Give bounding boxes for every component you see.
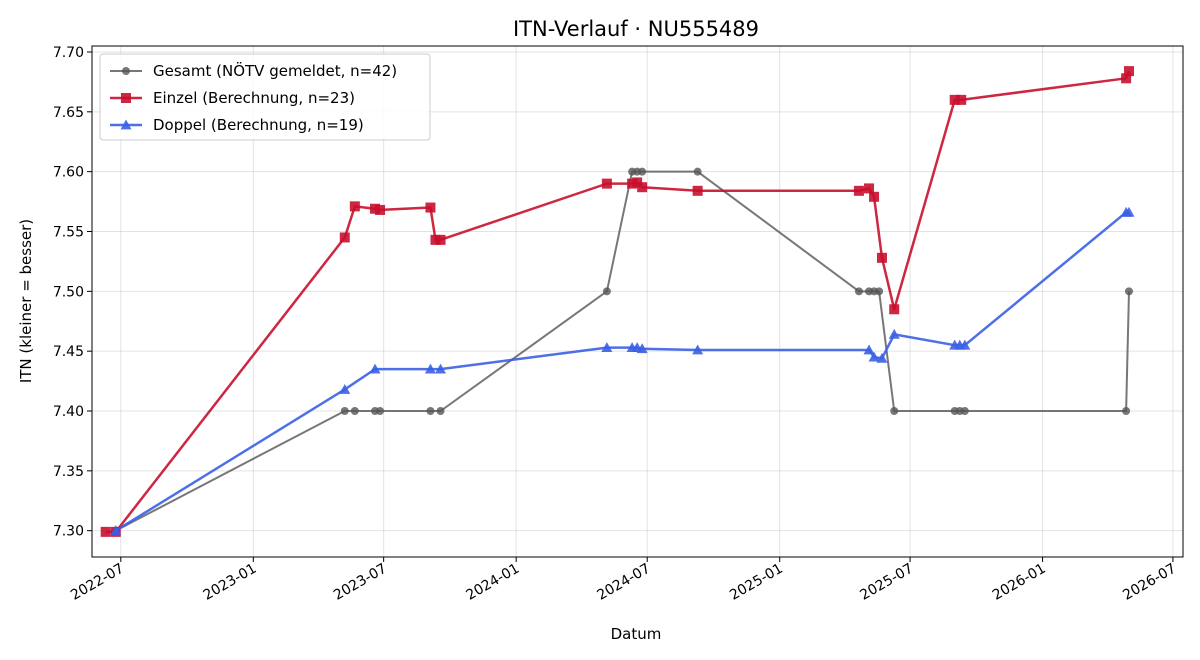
data-point-gesamt	[1124, 287, 1133, 296]
data-point-gesamt	[1122, 407, 1131, 415]
data-point-doppel	[876, 352, 888, 363]
data-point-gesamt	[602, 287, 611, 296]
plot-frame	[91, 45, 1184, 558]
data-point-einzel	[853, 185, 864, 196]
data-point-doppel	[339, 383, 351, 394]
data-point-doppel	[435, 363, 447, 374]
legend-item-doppel: Doppel (Berechnung, n=19)	[110, 116, 364, 134]
data-point-einzel	[956, 94, 967, 105]
data-point-doppel	[636, 343, 648, 354]
data-point-gesamt	[436, 407, 445, 415]
data-point-einzel	[876, 252, 887, 263]
y-tick-label: 7.65	[53, 105, 84, 121]
y-tick-label: 7.50	[53, 284, 84, 300]
y-tick-label: 7.55	[53, 224, 84, 240]
data-point-einzel	[370, 203, 381, 214]
data-point-gesamt	[693, 167, 702, 176]
data-point-gesamt	[854, 287, 863, 296]
data-point-gesamt	[426, 407, 435, 415]
y-tick-label: 7.35	[53, 464, 84, 480]
data-point-gesamt	[960, 407, 969, 415]
y-tick-label: 7.30	[53, 524, 84, 540]
data-point-einzel	[375, 204, 386, 215]
data-point-einzel	[430, 234, 441, 245]
data-point-einzel	[339, 232, 350, 243]
data-point-gesamt	[638, 167, 647, 176]
y-axis-label: ITN (kleiner = besser)	[17, 219, 35, 383]
data-point-doppel	[424, 363, 436, 374]
data-point-einzel	[1121, 73, 1132, 84]
data-point-einzel	[1123, 66, 1134, 77]
series-doppel	[110, 206, 1135, 536]
data-point-einzel	[864, 183, 875, 194]
legend-label: Gesamt (NÖTV gemeldet, n=42)	[153, 61, 397, 80]
legend-swatch-marker	[120, 119, 132, 130]
data-point-einzel	[869, 191, 880, 202]
legend-swatch-marker	[122, 67, 130, 75]
x-axis-label: Datum	[611, 625, 662, 643]
y-tick-label: 7.40	[53, 404, 84, 420]
data-point-doppel	[868, 351, 880, 362]
data-point-gesamt	[875, 287, 884, 296]
data-point-einzel	[692, 185, 703, 196]
legend-label: Einzel (Berechnung, n=23)	[153, 89, 355, 107]
y-tick-label: 7.60	[53, 165, 84, 181]
legend-label: Doppel (Berechnung, n=19)	[153, 116, 364, 134]
legend-swatch-marker	[121, 93, 131, 103]
data-point-einzel	[435, 234, 446, 245]
legend-box	[99, 53, 431, 141]
data-point-doppel	[1123, 206, 1135, 217]
data-point-doppel	[888, 328, 900, 339]
data-point-doppel	[863, 344, 875, 355]
data-point-doppel	[369, 363, 381, 374]
data-point-einzel	[349, 201, 360, 212]
data-point-einzel	[601, 178, 612, 189]
data-point-doppel	[110, 525, 122, 536]
data-point-einzel	[100, 526, 111, 537]
series-layer	[100, 66, 1135, 537]
y-tick-label: 7.70	[53, 45, 84, 61]
data-point-gesamt	[340, 407, 349, 415]
data-point-gesamt	[350, 407, 359, 415]
data-point-einzel	[425, 202, 436, 213]
data-point-doppel	[601, 342, 613, 352]
data-point-einzel	[632, 177, 643, 188]
data-point-einzel	[627, 178, 638, 189]
data-point-gesamt	[376, 407, 385, 415]
legend-item-gesamt: Gesamt (NÖTV gemeldet, n=42)	[110, 61, 397, 80]
data-point-doppel	[959, 339, 971, 350]
legend: Gesamt (NÖTV gemeldet, n=42) Einzel (Bere…	[99, 53, 431, 141]
chart-title: ITN-Verlauf · NU555489	[513, 17, 759, 41]
legend-item-einzel: Einzel (Berechnung, n=23)	[110, 89, 355, 107]
data-point-einzel	[637, 182, 648, 193]
data-point-einzel	[889, 304, 900, 315]
data-point-gesamt	[890, 407, 899, 415]
y-tick-label: 7.45	[53, 344, 84, 360]
data-point-einzel	[949, 94, 960, 105]
data-point-doppel	[692, 344, 704, 355]
